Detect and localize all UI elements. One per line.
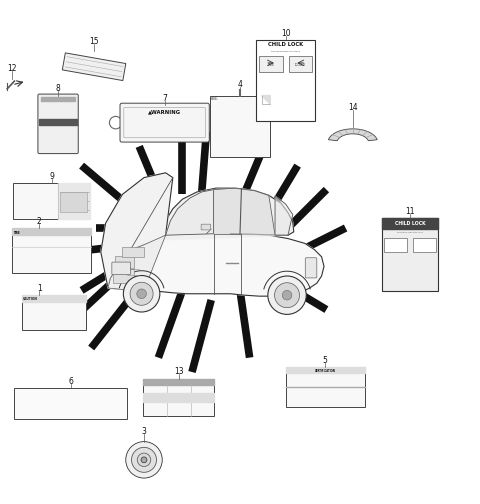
Text: 12: 12 <box>7 64 17 73</box>
Text: FREE: FREE <box>267 63 275 67</box>
FancyBboxPatch shape <box>38 94 78 154</box>
FancyBboxPatch shape <box>259 55 283 72</box>
FancyBboxPatch shape <box>14 388 127 418</box>
Polygon shape <box>214 188 275 235</box>
Text: 15: 15 <box>89 37 99 46</box>
Text: CHILD LOCK: CHILD LOCK <box>395 221 425 226</box>
Polygon shape <box>39 119 77 125</box>
FancyBboxPatch shape <box>384 237 407 252</box>
FancyBboxPatch shape <box>201 224 211 230</box>
Polygon shape <box>108 235 166 290</box>
FancyBboxPatch shape <box>112 262 131 275</box>
Polygon shape <box>275 196 293 235</box>
Circle shape <box>132 448 156 472</box>
Text: SÉCURITÉ DES ENFANTS: SÉCURITÉ DES ENFANTS <box>271 50 300 52</box>
FancyBboxPatch shape <box>120 103 209 142</box>
Polygon shape <box>143 393 214 402</box>
Circle shape <box>141 457 147 463</box>
Text: 3: 3 <box>142 427 146 436</box>
FancyBboxPatch shape <box>286 367 365 407</box>
FancyBboxPatch shape <box>256 40 315 121</box>
Polygon shape <box>12 228 91 235</box>
Text: 9: 9 <box>49 171 54 180</box>
Text: 13: 13 <box>174 367 183 376</box>
Text: SÉCURITÉ DES ENFANTS: SÉCURITÉ DES ENFANTS <box>397 231 423 233</box>
FancyBboxPatch shape <box>143 379 214 416</box>
Text: 7: 7 <box>162 94 167 103</box>
FancyBboxPatch shape <box>305 258 317 278</box>
Text: 4: 4 <box>238 80 243 89</box>
Text: 2: 2 <box>37 217 42 226</box>
Circle shape <box>130 282 153 305</box>
FancyBboxPatch shape <box>113 269 134 283</box>
Polygon shape <box>166 190 214 235</box>
Circle shape <box>126 442 162 478</box>
FancyBboxPatch shape <box>122 247 144 257</box>
FancyBboxPatch shape <box>288 55 312 72</box>
Text: 10: 10 <box>281 29 290 37</box>
FancyBboxPatch shape <box>12 228 91 273</box>
Text: LOCKED: LOCKED <box>295 63 306 67</box>
FancyBboxPatch shape <box>115 256 134 268</box>
Text: 8: 8 <box>56 84 60 93</box>
Text: 14: 14 <box>348 103 358 112</box>
Polygon shape <box>41 97 75 101</box>
Text: 11: 11 <box>405 207 415 216</box>
Circle shape <box>137 289 146 298</box>
Polygon shape <box>58 183 90 219</box>
FancyBboxPatch shape <box>22 295 86 330</box>
Polygon shape <box>382 218 438 229</box>
Text: CERTIFICATION: CERTIFICATION <box>315 368 336 372</box>
Polygon shape <box>286 367 365 373</box>
Text: LABEL: LABEL <box>211 97 219 101</box>
Text: TIRE: TIRE <box>13 231 20 235</box>
Circle shape <box>268 276 306 314</box>
Circle shape <box>123 276 160 312</box>
Polygon shape <box>262 96 270 104</box>
Polygon shape <box>22 295 86 302</box>
Circle shape <box>282 290 292 300</box>
Text: CAUTION: CAUTION <box>23 297 38 301</box>
Text: 1: 1 <box>37 284 42 293</box>
FancyBboxPatch shape <box>210 96 270 157</box>
Circle shape <box>275 283 300 307</box>
Text: CHILD LOCK: CHILD LOCK <box>268 42 303 47</box>
FancyBboxPatch shape <box>60 192 87 212</box>
Polygon shape <box>328 129 377 141</box>
Text: ▲WARNING: ▲WARNING <box>148 109 181 114</box>
Polygon shape <box>143 379 214 385</box>
FancyBboxPatch shape <box>413 237 436 252</box>
Polygon shape <box>108 234 324 296</box>
FancyBboxPatch shape <box>62 53 126 81</box>
Polygon shape <box>101 173 173 288</box>
Polygon shape <box>125 188 294 257</box>
Circle shape <box>137 453 151 467</box>
FancyBboxPatch shape <box>13 183 90 219</box>
FancyBboxPatch shape <box>382 218 438 291</box>
Text: 5: 5 <box>323 356 328 365</box>
Text: 6: 6 <box>68 376 73 386</box>
